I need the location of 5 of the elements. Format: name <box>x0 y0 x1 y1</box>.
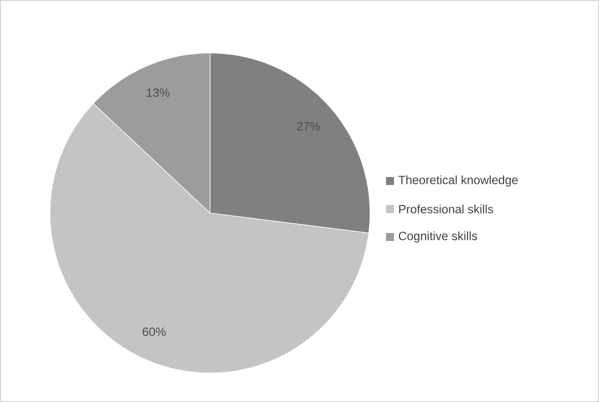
legend-label: Theoretical knowledge <box>398 175 518 187</box>
legend-label: Cognitive skills <box>398 231 478 243</box>
data-label: 60% <box>142 327 166 336</box>
data-label: 13% <box>146 88 170 97</box>
legend-label: Professional skills <box>399 204 494 214</box>
